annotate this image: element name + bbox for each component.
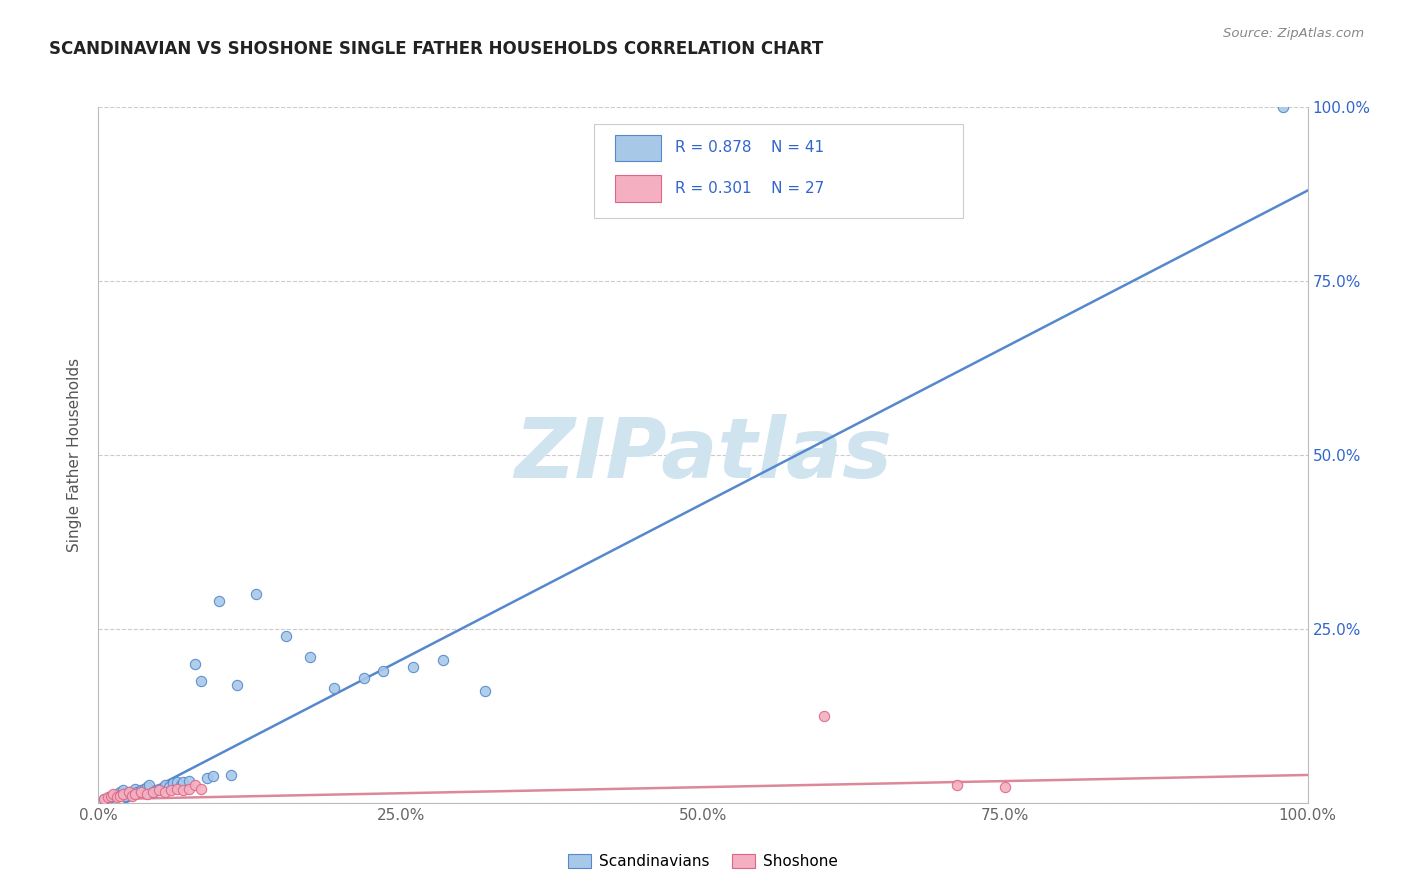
Point [274,629,297,643]
Point [138,778,160,792]
Point [114,789,136,803]
Point [1272,100,1295,114]
Point [371,664,394,678]
Point [157,780,180,795]
Point [142,785,165,799]
Point [195,772,218,786]
Point [93,792,115,806]
Point [166,781,188,796]
Point [323,681,346,695]
Point [101,788,124,802]
Point [153,785,176,799]
FancyBboxPatch shape [595,124,963,219]
Point [190,781,212,796]
Point [432,653,454,667]
Point [108,789,131,803]
Point [169,778,191,792]
Point [121,789,143,803]
Text: ZIPatlas: ZIPatlas [515,415,891,495]
Point [353,671,375,685]
Point [402,660,425,674]
Point [160,783,183,797]
Point [145,783,167,797]
Point [129,785,152,799]
Point [153,778,176,792]
Point [221,768,243,782]
Point [179,781,201,796]
Point [124,781,146,796]
Point [148,783,170,797]
Point [134,781,156,796]
Text: SCANDINAVIAN VS SHOSHONE SINGLE FATHER HOUSEHOLDS CORRELATION CHART: SCANDINAVIAN VS SHOSHONE SINGLE FATHER H… [49,40,824,58]
Point [100,790,122,805]
Point [111,788,134,802]
Point [202,769,225,783]
Point [208,594,231,608]
Point [172,783,194,797]
Point [245,587,267,601]
Point [474,684,496,698]
Point [162,776,184,790]
Point [93,792,115,806]
FancyBboxPatch shape [614,135,661,161]
Text: R = 0.301    N = 27: R = 0.301 N = 27 [675,181,824,196]
Point [108,785,131,799]
Point [190,674,212,689]
Point [118,785,141,799]
Point [166,775,188,789]
Point [994,780,1017,795]
Point [813,708,835,723]
Point [111,783,134,797]
Legend: Scandinavians, Shoshone: Scandinavians, Shoshone [562,848,844,875]
Point [97,790,120,805]
Point [124,788,146,802]
Point [226,677,249,691]
Point [105,790,128,805]
Point [299,649,322,664]
Point [184,657,207,671]
Point [184,778,207,792]
Point [127,785,149,799]
Point [142,785,165,799]
FancyBboxPatch shape [614,176,661,202]
Point [148,781,170,796]
Text: R = 0.878    N = 41: R = 0.878 N = 41 [675,140,824,155]
Point [105,788,128,802]
Point [129,783,152,797]
Point [179,773,201,788]
Point [946,778,969,792]
Point [101,789,124,803]
Point [135,780,157,795]
Point [172,775,194,789]
Point [135,788,157,802]
Y-axis label: Single Father Households: Single Father Households [67,358,83,552]
Point [100,789,122,803]
Text: Source: ZipAtlas.com: Source: ZipAtlas.com [1223,27,1364,40]
Point [118,785,141,799]
